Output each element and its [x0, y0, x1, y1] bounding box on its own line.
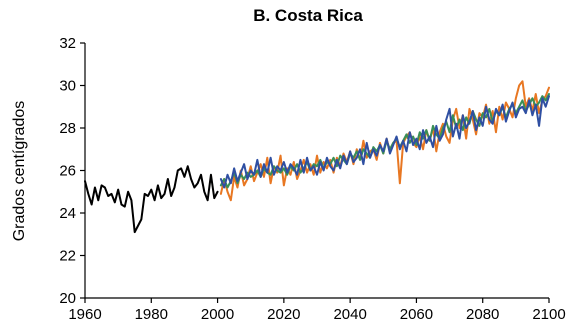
y-tick-label: 30 — [59, 78, 76, 95]
series-layer — [84, 80, 550, 234]
x-tick-label: 1980 — [135, 306, 168, 323]
x-tick-label: 2020 — [267, 306, 300, 323]
x-tick-label: 2040 — [333, 306, 366, 323]
observed-series-line — [84, 165, 219, 234]
blue-projection-line — [219, 95, 550, 189]
orange-projection-line — [219, 80, 550, 202]
y-axis-ticks: 20 22 24 26 28 30 32 — [59, 35, 85, 307]
x-tick-label: 2080 — [466, 306, 499, 323]
y-axis-title: Grados centígrados — [11, 101, 28, 242]
chart-title: B. Costa Rica — [253, 6, 363, 25]
y-tick-label: 28 — [59, 120, 76, 137]
y-tick-label: 24 — [59, 205, 76, 222]
y-tick-label: 22 — [59, 248, 76, 265]
y-tick-label: 20 — [59, 290, 76, 307]
x-axis-ticks: 1960 1980 2000 2020 2040 2060 2080 2100 — [68, 298, 566, 323]
x-tick-label: 2060 — [400, 306, 433, 323]
y-tick-label: 32 — [59, 35, 76, 52]
y-tick-label: 26 — [59, 163, 76, 180]
x-tick-label: 1960 — [68, 306, 101, 323]
x-tick-label: 2100 — [532, 306, 565, 323]
x-tick-label: 2000 — [201, 306, 234, 323]
